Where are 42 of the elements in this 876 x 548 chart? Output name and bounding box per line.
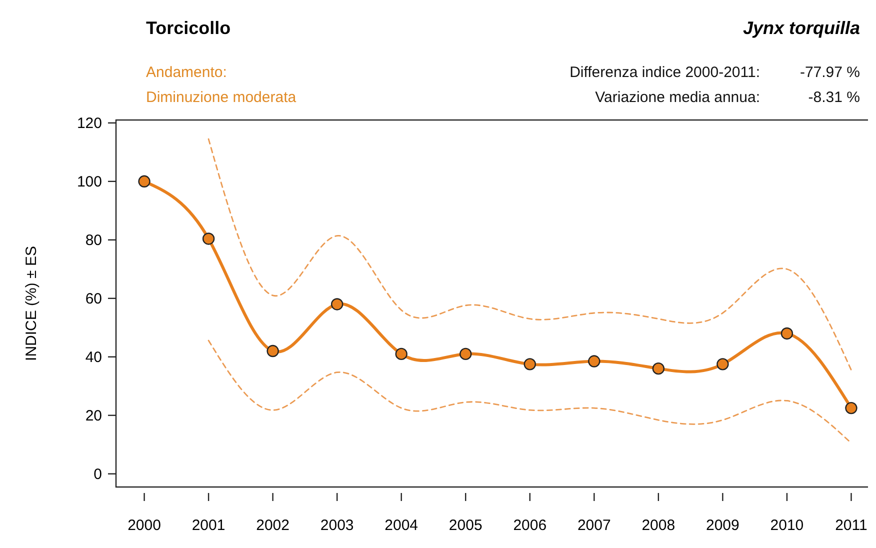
text: Andamento: [146,64,227,81]
chart-title: Torcicollo [146,18,231,38]
line-series [208,138,852,371]
point [202,232,215,245]
y-tick-label: 120 [76,115,102,132]
x-tick-label: 2008 [642,517,676,534]
x-tick-label: 2005 [448,517,482,534]
text: Variazione media annua: [595,89,760,106]
y-tick-label: 40 [85,349,102,366]
x-tick-label: 2009 [706,517,740,534]
y-tick-label: 0 [94,466,102,484]
x-tick-label: 2004 [384,517,418,534]
point [780,327,794,340]
y-tick-label: 60 [85,290,102,308]
point [524,358,536,370]
y-axis-title: INDICE (%) ± ES [23,246,40,361]
point [330,298,344,310]
x-tick-label: 2002 [256,517,290,534]
chart-subtitle: Jynx torquilla [742,18,860,38]
point [395,348,408,360]
point [588,355,600,368]
point [716,358,729,370]
text: -77.97 % [800,64,860,81]
x-tick-label: 2000 [128,517,161,534]
point [266,344,279,358]
x-tick-label: 2010 [770,517,804,534]
x-tick-label: 2011 [835,517,868,534]
x-tick-label: 2003 [320,517,354,534]
x-tick-label: 2007 [577,517,611,534]
y-tick-label: 20 [85,408,102,425]
y-tick-label: 80 [85,232,102,250]
x-tick-label: 2001 [192,517,226,534]
point [845,402,858,414]
text: -8.31 % [808,89,860,106]
point [138,175,150,188]
y-tick-label: 100 [76,174,102,191]
line-series [208,340,852,444]
point [460,348,472,360]
text: Differenza indice 2000-2011: [570,64,760,81]
point [652,362,665,375]
text: Diminuzione moderata [146,89,297,106]
x-tick-label: 2006 [513,517,547,534]
